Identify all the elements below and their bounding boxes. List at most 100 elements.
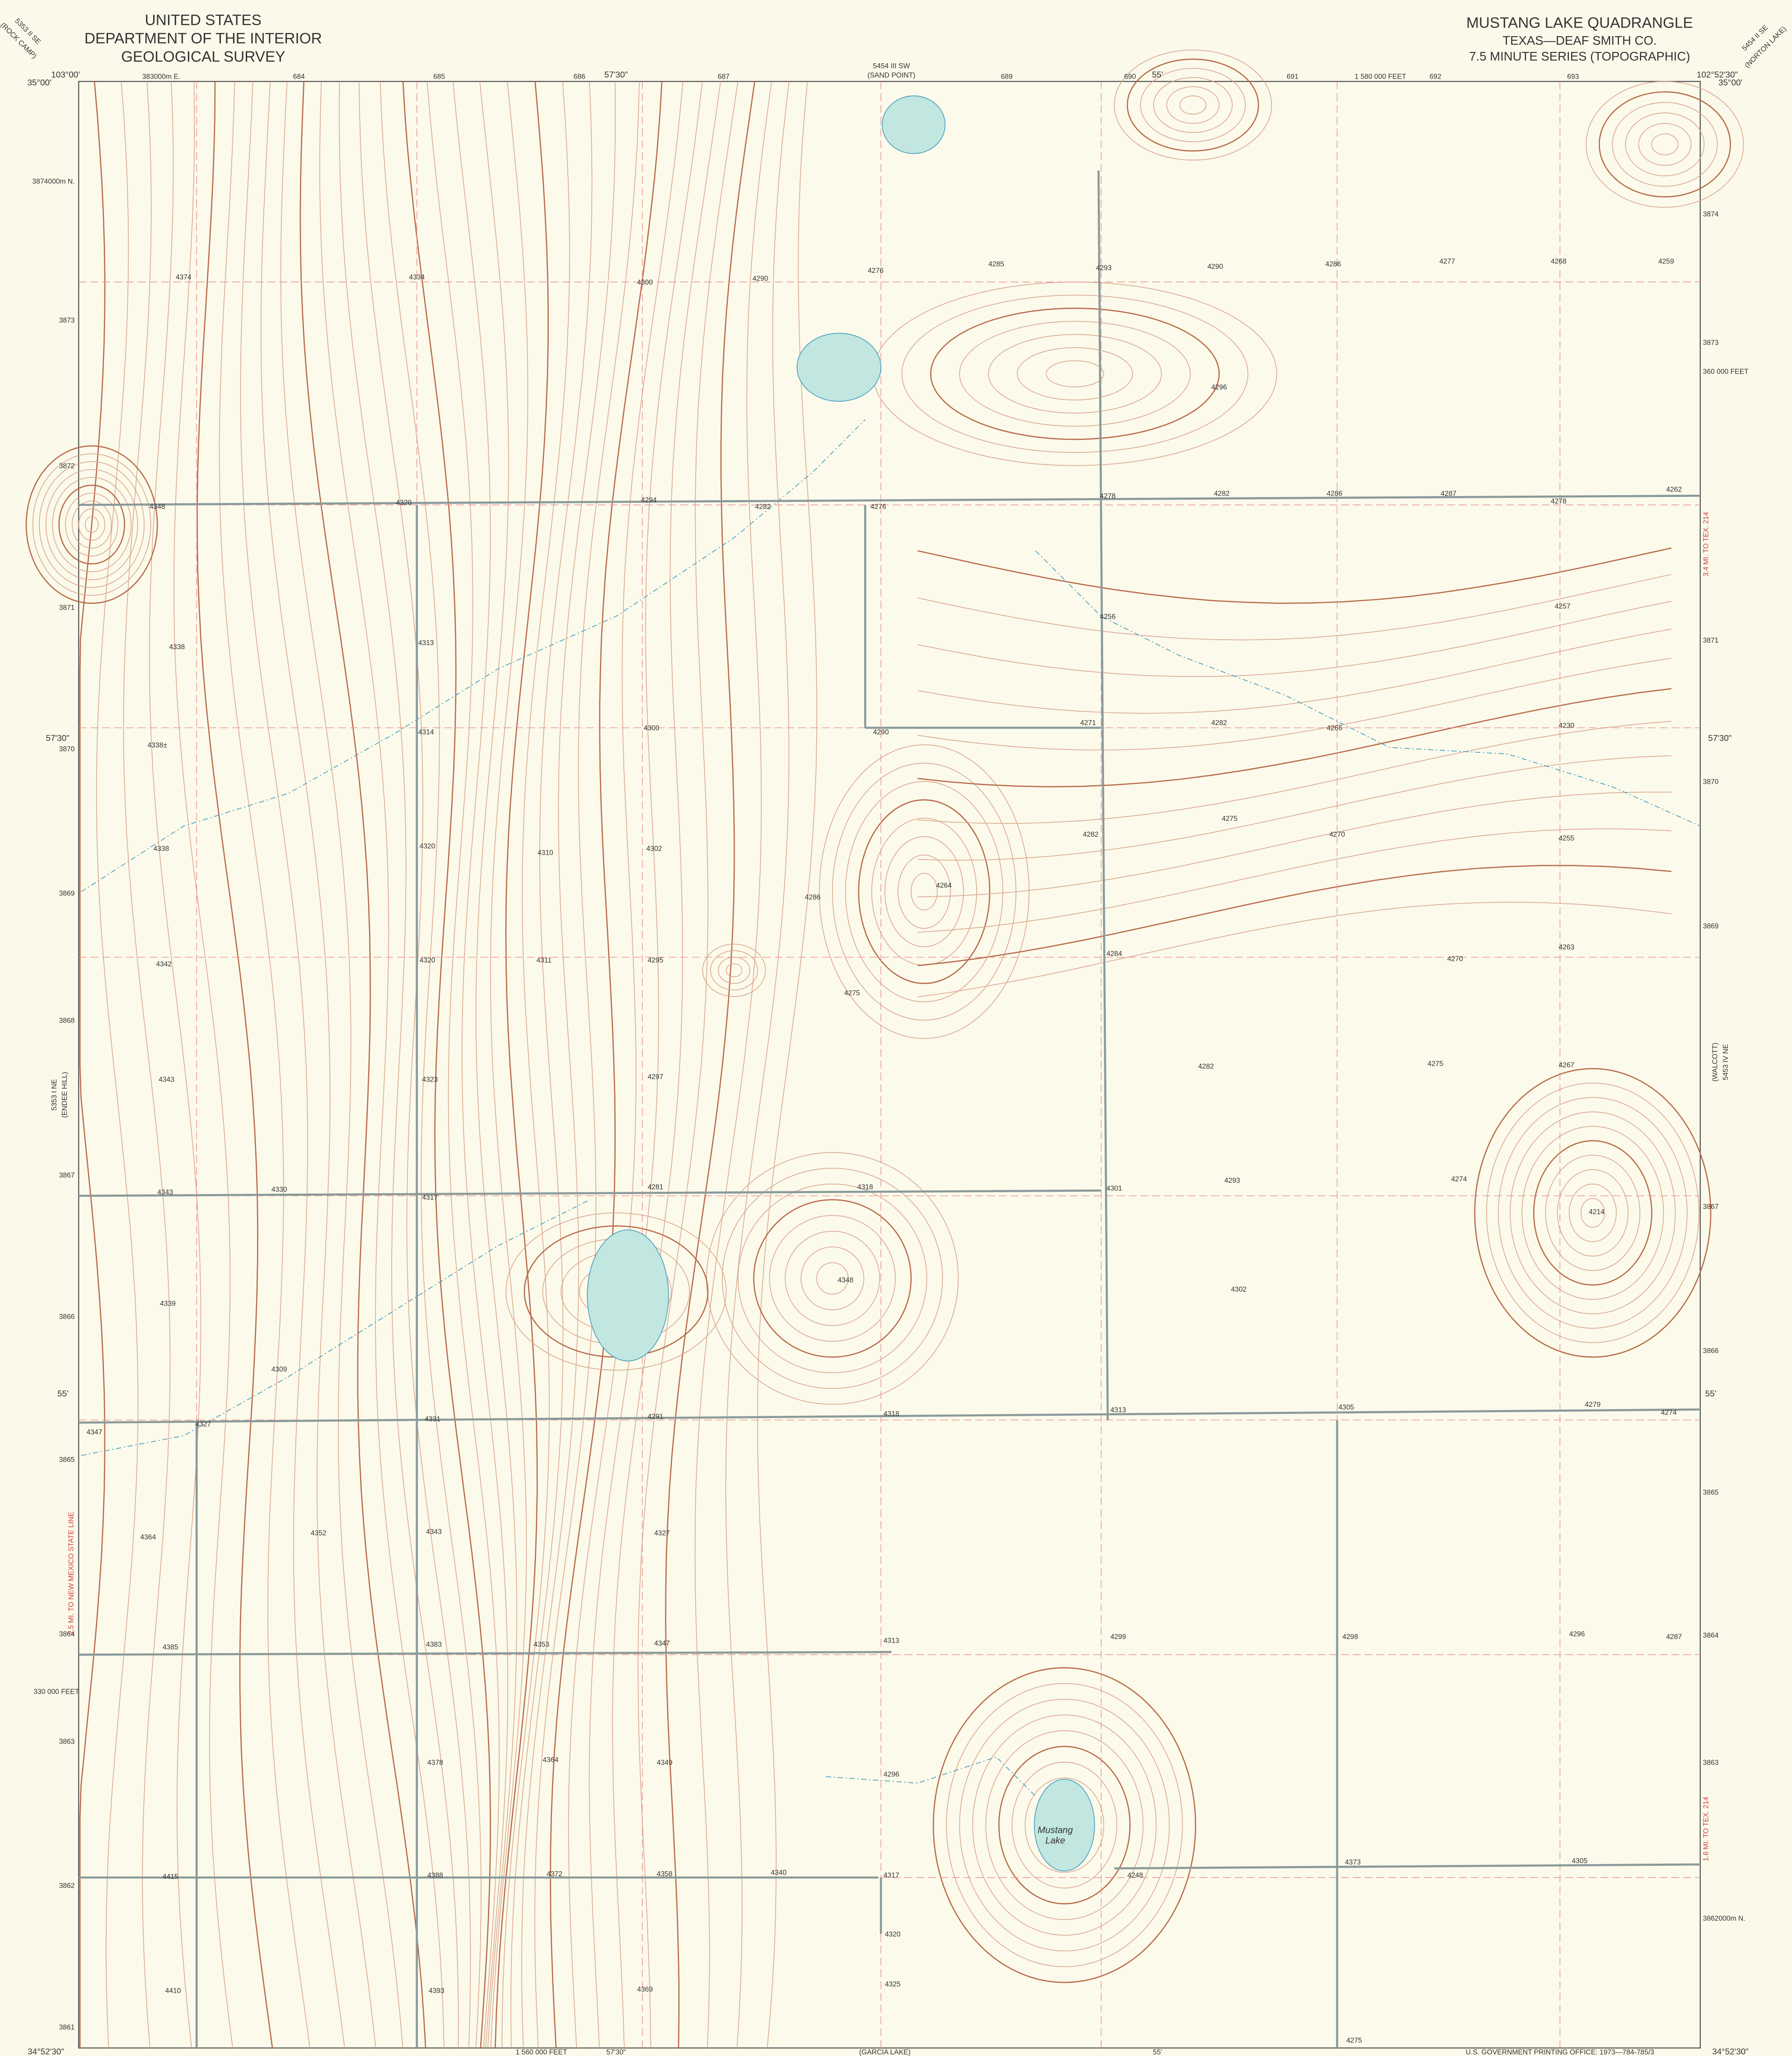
label: 4317 — [884, 1872, 899, 1879]
lake — [587, 1229, 669, 1362]
label: 4314 — [418, 728, 434, 736]
contour — [972, 1714, 1157, 1936]
road — [79, 1190, 1101, 1197]
label: 4294 — [641, 496, 657, 504]
label: 687 — [718, 73, 730, 80]
contour — [550, 81, 663, 2048]
contour — [816, 1262, 849, 1295]
label: 4274 — [1451, 1176, 1467, 1183]
label: 4358 — [657, 1870, 673, 1878]
label: 4296 — [1569, 1630, 1585, 1638]
label: 4313 — [418, 639, 434, 647]
label: 4300 — [644, 725, 660, 732]
contour — [173, 81, 233, 2048]
contour — [1545, 1155, 1641, 1271]
contour — [722, 1168, 943, 1389]
label: 3872 — [59, 462, 75, 470]
label: 4277 — [1439, 258, 1455, 266]
label: 1 560 000 FEET — [516, 2049, 567, 2056]
label: 4310 — [538, 849, 553, 857]
contour — [959, 321, 1191, 427]
contour — [1510, 1111, 1676, 1314]
label: 4327 — [195, 1421, 211, 1428]
label: 3866 — [59, 1313, 75, 1321]
label: 3870 — [59, 745, 75, 753]
label: 4313 — [884, 1637, 899, 1645]
label: 4372 — [547, 1870, 562, 1878]
label: 4270 — [1447, 955, 1463, 963]
label: 5453 IV NE — [1722, 1044, 1730, 1080]
contour — [240, 81, 345, 2048]
label: 4279 — [1585, 1401, 1600, 1409]
label: 3868 — [59, 1017, 75, 1025]
label: 4274 — [1661, 1409, 1677, 1417]
label: 4318 — [857, 1183, 873, 1191]
label: 4349 — [657, 1759, 673, 1766]
contour — [1625, 112, 1705, 177]
label: 4275 — [1427, 1060, 1443, 1068]
label: 4282 — [1211, 719, 1227, 727]
contour — [917, 547, 1672, 604]
contour — [665, 81, 755, 2048]
contour — [1651, 133, 1679, 155]
contour — [1011, 1761, 1118, 1888]
contour — [453, 81, 509, 2048]
label: 4318 — [884, 1410, 899, 1418]
label: 4378 — [427, 1759, 443, 1766]
mustang-lake — [1034, 1779, 1095, 1872]
contour — [149, 81, 201, 2048]
label: 3870 — [1703, 778, 1719, 786]
label: 4299 — [1110, 1633, 1126, 1641]
contour — [917, 721, 1672, 824]
contour — [946, 1683, 1183, 1967]
contour — [219, 81, 310, 2048]
label: 4285 — [988, 260, 1004, 268]
quad-subtitle: TEXAS—DEAF SMITH CO. — [1502, 33, 1656, 47]
contour — [819, 744, 1029, 1039]
contour — [71, 501, 112, 549]
label: 55' — [1153, 2049, 1162, 2056]
contour — [917, 828, 1672, 933]
contour — [197, 81, 273, 2048]
contour — [1557, 1169, 1629, 1257]
lake — [882, 95, 946, 154]
contour — [568, 81, 683, 2048]
label: 35°00' — [28, 78, 51, 87]
label: 4325 — [885, 1981, 901, 1988]
label: 383000m E. — [142, 73, 180, 80]
contour — [589, 81, 703, 2048]
contour — [339, 81, 459, 2048]
stream — [81, 419, 866, 892]
label: 686 — [574, 73, 585, 80]
label: 4338 — [154, 845, 169, 853]
contour — [65, 492, 118, 557]
label: 4343 — [157, 1189, 173, 1196]
label: 4259 — [1658, 258, 1674, 266]
label: 4262 — [1666, 486, 1682, 494]
contour — [1599, 91, 1731, 197]
contour — [785, 1231, 880, 1326]
label: 3867 — [1703, 1203, 1719, 1211]
contour — [725, 963, 743, 978]
label: 4275 — [1346, 2037, 1362, 2045]
label: 102°52'30" — [1697, 70, 1738, 80]
contour — [1498, 1097, 1688, 1329]
road — [1114, 1863, 1700, 1869]
label: 4286 — [805, 894, 821, 901]
contour — [426, 81, 500, 2048]
contour — [1179, 95, 1207, 115]
road — [79, 1408, 1700, 1424]
label: 1.6 MI. TO TEX. 214 — [1702, 1797, 1710, 1861]
label: 4271 — [1080, 719, 1096, 727]
label: 330 000 FEET — [33, 1688, 79, 1696]
label: 4268 — [1551, 258, 1567, 266]
contour — [79, 81, 106, 2048]
agency: UNITED STATES — [145, 12, 262, 28]
contour — [901, 295, 1249, 453]
label: 4383 — [426, 1641, 442, 1649]
label: 2.5 MI. TO NEW MEXICO STATE LINE — [68, 1512, 75, 1635]
label: 4364 — [543, 1756, 558, 1764]
contour — [917, 628, 1672, 714]
label: 4339 — [160, 1300, 176, 1308]
label: 4323 — [422, 1076, 438, 1083]
